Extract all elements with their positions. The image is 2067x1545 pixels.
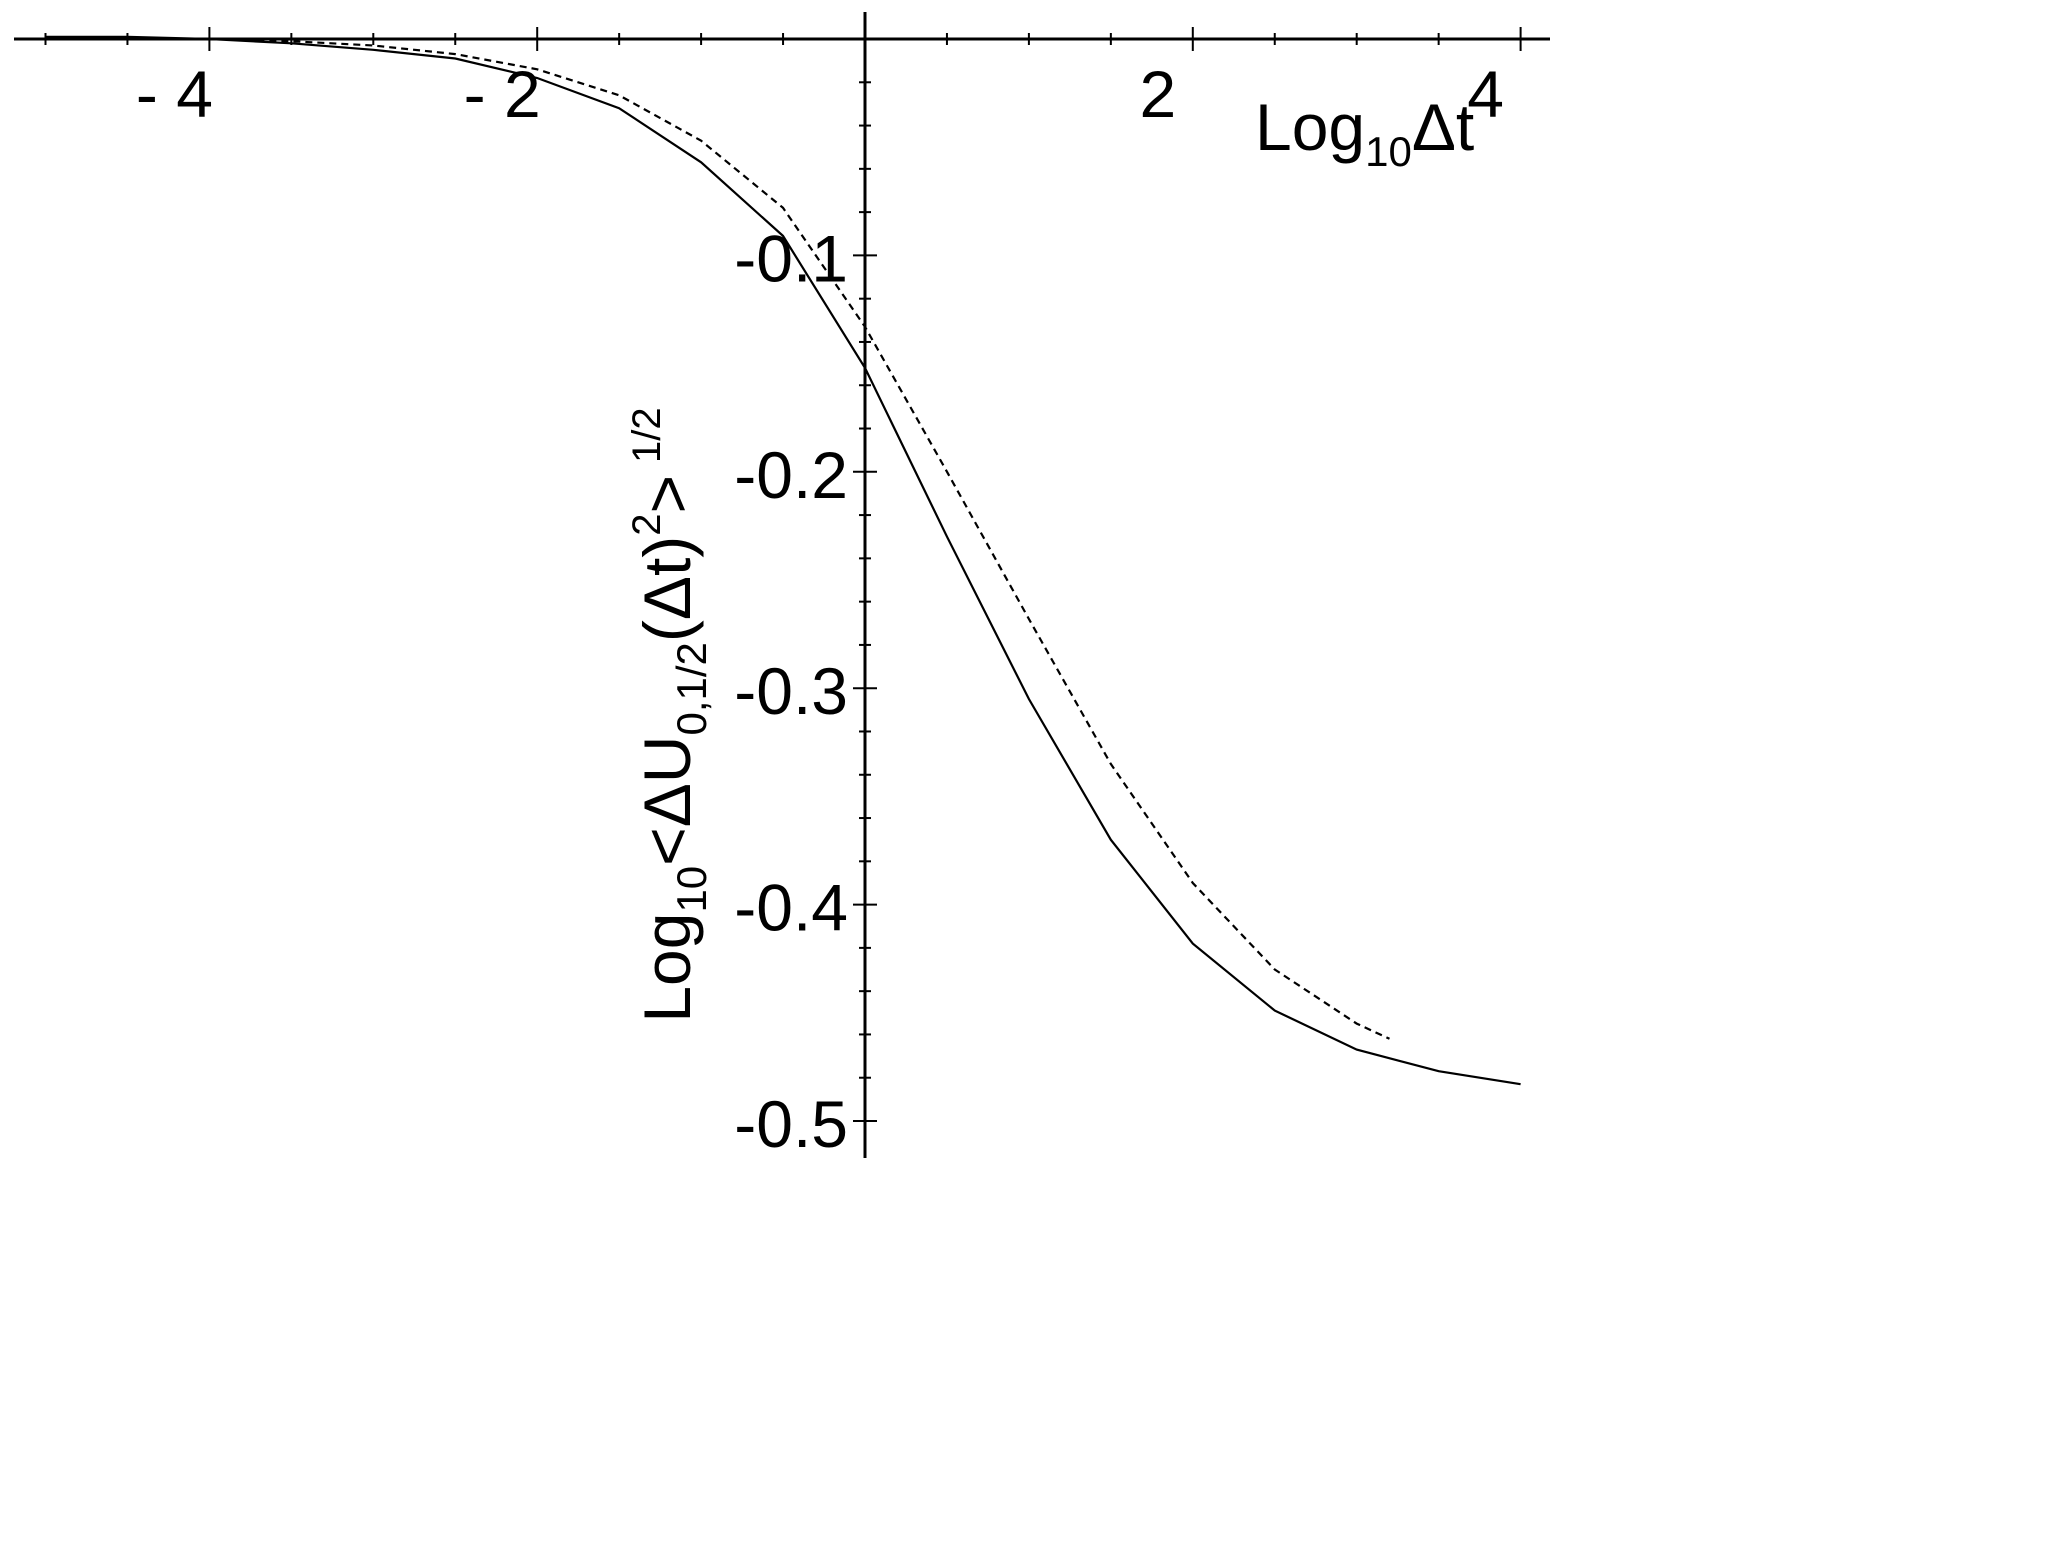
x-tick-label: - 4	[136, 57, 213, 131]
x-tick-label: - 2	[464, 57, 541, 131]
series-layer	[45, 35, 1521, 1086]
series-line-1	[45, 35, 1521, 1086]
y-tick-label: -0.4	[734, 871, 848, 945]
x-axis-ticks: - 4 - 2 2 4	[136, 27, 1522, 131]
x-tick-label: 2	[1139, 57, 1176, 131]
y-tick-label: -0.3	[734, 654, 848, 728]
y-tick-label: -0.2	[734, 438, 848, 512]
series-line-2	[209, 37, 1390, 1040]
x-tick-label: 4	[1467, 57, 1504, 131]
y-axis-ticks: -0.1 -0.2 -0.3 -0.4 -0.5	[734, 221, 877, 1161]
x-axis-label: Log10Δt	[1255, 90, 1474, 175]
y-tick-label: -0.1	[734, 221, 848, 295]
y-axis-label: Log10<ΔU0,1/2(Δt)2>1/2	[625, 407, 715, 1022]
y-tick-label: -0.5	[734, 1087, 848, 1161]
